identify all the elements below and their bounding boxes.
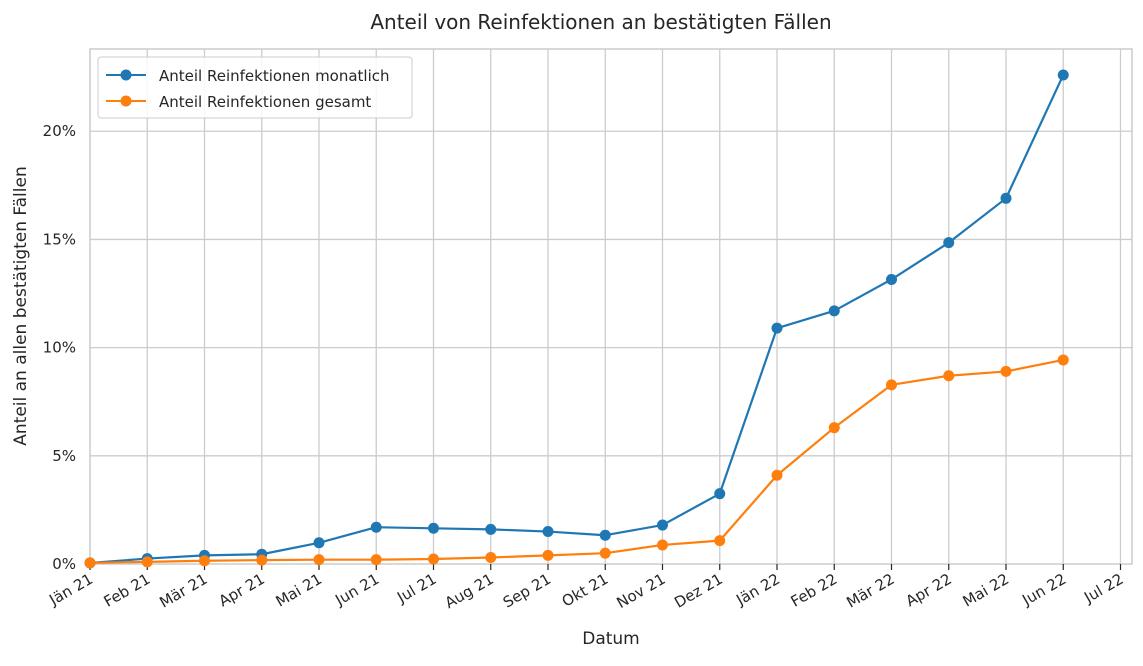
data-point [943, 237, 955, 249]
plot-frame [89, 48, 1133, 565]
legend-box [97, 56, 413, 119]
data-point [428, 553, 439, 565]
data-point [313, 554, 325, 566]
legend-label-gesamt: Anteil Reinfektionen gesamt [159, 93, 371, 111]
data-point [370, 554, 382, 566]
y-tick-label: 10% [43, 339, 76, 357]
x-tick-label: Mai 21 [273, 570, 325, 611]
data-point [828, 305, 840, 317]
data-point [199, 555, 210, 567]
data-point [886, 379, 897, 391]
x-tick-label: Mär 22 [843, 570, 897, 612]
x-tick-label: Jun 21 [331, 570, 382, 610]
chart-title: Anteil von Reinfektionen an bestätigten … [370, 10, 831, 34]
data-point [84, 557, 96, 569]
data-point [428, 522, 439, 534]
x-tick-label: Feb 22 [788, 570, 841, 611]
legend: Anteil Reinfektionen monatlich Anteil Re… [97, 56, 413, 119]
data-point [714, 488, 726, 500]
data-point [313, 537, 325, 549]
y-tick-label: 5% [52, 447, 76, 465]
y-tick-label: 0% [52, 555, 76, 573]
data-point [828, 422, 840, 434]
x-tick-label: Sep 21 [500, 570, 554, 612]
x-tick-label: Feb 21 [101, 570, 154, 611]
x-tick-label: Nov 21 [613, 570, 668, 612]
data-point [886, 273, 897, 285]
x-tick-label: Jul 22 [1080, 570, 1126, 607]
x-tick-label: Jän 21 [45, 570, 96, 610]
data-point [542, 526, 554, 538]
y-tick-labels: 0% 5% 10% 15% 20% [43, 122, 76, 573]
legend-marker-monatlich [120, 69, 132, 81]
data-point [485, 523, 497, 535]
x-tick-label: Dez 21 [671, 570, 725, 612]
data-point [1000, 365, 1012, 377]
x-tick-label: Okt 21 [559, 570, 612, 611]
data-point [714, 535, 726, 547]
series-line-0 [89, 74, 1065, 565]
legend-label-monatlich: Anteil Reinfektionen monatlich [159, 67, 390, 85]
data-point [1057, 69, 1069, 81]
data-point [542, 549, 554, 561]
series-group [84, 69, 1069, 569]
data-point [943, 370, 955, 382]
x-tick-label: Mär 21 [156, 570, 210, 612]
y-tick-label: 15% [43, 230, 76, 248]
x-tick-label: Jul 21 [393, 570, 439, 607]
data-point [599, 547, 611, 559]
x-axis-label: Datum [582, 629, 640, 649]
x-tick-labels: Jän 21 Feb 21 Mär 21 Apr 21 Mai 21 Jun 21 Jul … [45, 564, 1127, 612]
data-point [370, 521, 382, 533]
data-point [657, 519, 668, 531]
legend-marker-gesamt [120, 95, 132, 107]
y-axis-label: Anteil an allen bestätigten Fällen [11, 166, 31, 445]
data-point [771, 322, 783, 334]
data-point [1057, 354, 1069, 366]
x-tick-label: Aug 21 [442, 570, 497, 612]
data-point [657, 539, 668, 551]
data-point [256, 554, 268, 566]
x-tick-label: Apr 22 [903, 570, 955, 610]
data-point [1000, 192, 1012, 204]
data-point [771, 469, 783, 481]
grid-lines [90, 49, 1132, 564]
x-tick-label: Jän 22 [732, 570, 783, 610]
x-tick-label: Mai 22 [960, 570, 1012, 611]
data-point [599, 529, 611, 541]
y-tick-label: 20% [43, 122, 76, 140]
series-line-1 [89, 358, 1064, 565]
data-point [141, 556, 153, 568]
x-tick-label: Jun 22 [1018, 570, 1069, 610]
x-tick-label: Apr 21 [216, 570, 268, 610]
data-point [485, 552, 497, 564]
